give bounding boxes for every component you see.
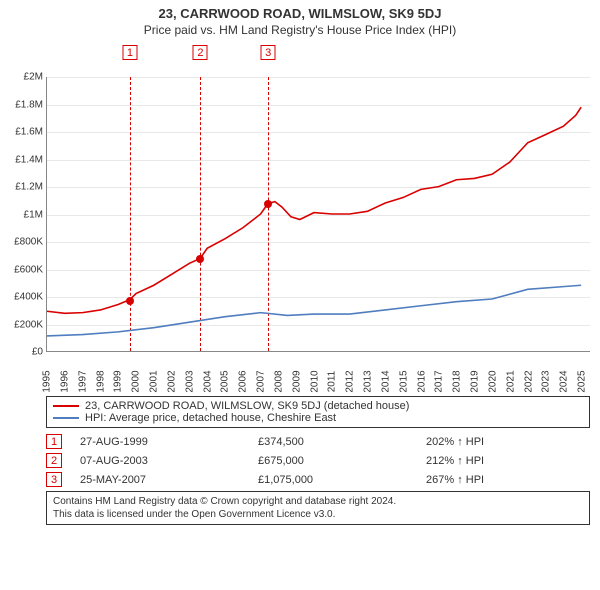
x-tick-label: 2012 bbox=[345, 370, 356, 392]
sales-row-date: 07-AUG-2003 bbox=[80, 455, 240, 467]
x-tick-label: 2013 bbox=[363, 370, 374, 392]
x-tick-label: 2022 bbox=[523, 370, 534, 392]
legend-label: HPI: Average price, detached house, Ches… bbox=[85, 412, 336, 424]
legend-label: 23, CARRWOOD ROAD, WILMSLOW, SK9 5DJ (de… bbox=[85, 400, 409, 412]
footer-line-1: Contains HM Land Registry data © Crown c… bbox=[53, 495, 583, 508]
sales-row-delta: 212% ↑ HPI bbox=[426, 455, 566, 467]
y-tick-label: £200K bbox=[14, 319, 47, 330]
sales-row-date: 27-AUG-1999 bbox=[80, 436, 240, 448]
x-tick-label: 2020 bbox=[487, 370, 498, 392]
chart-container: 23, CARRWOOD ROAD, WILMSLOW, SK9 5DJ Pri… bbox=[0, 0, 600, 590]
x-tick-label: 2010 bbox=[309, 370, 320, 392]
sales-row-marker: 3 bbox=[46, 472, 62, 487]
x-tick-label: 2000 bbox=[131, 370, 142, 392]
series-hpi bbox=[47, 285, 581, 336]
x-tick-label: 2001 bbox=[149, 370, 160, 392]
legend-swatch bbox=[53, 405, 79, 407]
x-tick-label: 1995 bbox=[42, 370, 53, 392]
x-tick-label: 2007 bbox=[256, 370, 267, 392]
attribution-footer: Contains HM Land Registry data © Crown c… bbox=[46, 491, 590, 525]
sales-row-delta: 267% ↑ HPI bbox=[426, 474, 566, 486]
legend-swatch bbox=[53, 417, 79, 419]
x-tick-label: 2016 bbox=[416, 370, 427, 392]
x-tick-label: 2025 bbox=[577, 370, 588, 392]
x-tick-label: 2021 bbox=[505, 370, 516, 392]
sales-row-date: 25-MAY-2007 bbox=[80, 474, 240, 486]
x-tick-label: 2003 bbox=[184, 370, 195, 392]
x-tick-label: 2011 bbox=[327, 371, 338, 393]
chart-subtitle: Price paid vs. HM Land Registry's House … bbox=[0, 21, 600, 77]
sales-row: 2 07-AUG-2003 £675,000 212% ↑ HPI bbox=[46, 453, 590, 468]
sales-row: 1 27-AUG-1999 £374,500 202% ↑ HPI bbox=[46, 434, 590, 449]
sale-event-marker-box: 2 bbox=[193, 45, 208, 60]
y-tick-label: £400K bbox=[14, 292, 47, 303]
chart-area: £0£200K£400K£600K£800K£1M£1.2M£1.4M£1.6M… bbox=[46, 77, 590, 392]
x-tick-label: 2024 bbox=[559, 370, 570, 392]
x-tick-label: 2015 bbox=[398, 370, 409, 392]
sale-event-marker-box: 3 bbox=[261, 45, 276, 60]
legend-item: 23, CARRWOOD ROAD, WILMSLOW, SK9 5DJ (de… bbox=[53, 400, 583, 412]
x-tick-label: 1999 bbox=[113, 370, 124, 392]
sales-table: 1 27-AUG-1999 £374,500 202% ↑ HPI 2 07-AUG-20… bbox=[46, 434, 590, 487]
sales-row-price: £675,000 bbox=[258, 455, 408, 467]
sales-row-price: £1,075,000 bbox=[258, 474, 408, 486]
sales-row-price: £374,500 bbox=[258, 436, 408, 448]
footer-line-2: This data is licensed under the Open Gov… bbox=[53, 508, 583, 521]
legend-item: HPI: Average price, detached house, Ches… bbox=[53, 412, 583, 424]
y-tick-label: £2M bbox=[24, 72, 47, 83]
x-tick-label: 2008 bbox=[273, 370, 284, 392]
plot-region: £0£200K£400K£600K£800K£1M£1.2M£1.4M£1.6M… bbox=[46, 77, 590, 352]
x-tick-label: 2006 bbox=[238, 370, 249, 392]
sales-row-marker: 2 bbox=[46, 453, 62, 468]
x-tick-label: 2018 bbox=[452, 370, 463, 392]
x-tick-label: 1997 bbox=[77, 370, 88, 392]
y-tick-label: £1M bbox=[24, 209, 47, 220]
series-price_paid bbox=[47, 107, 581, 313]
x-tick-label: 2014 bbox=[380, 370, 391, 392]
x-tick-label: 1996 bbox=[59, 370, 70, 392]
y-tick-label: £0 bbox=[32, 347, 47, 358]
series-lines bbox=[47, 77, 590, 351]
legend: 23, CARRWOOD ROAD, WILMSLOW, SK9 5DJ (de… bbox=[46, 396, 590, 428]
y-tick-label: £600K bbox=[14, 264, 47, 275]
x-tick-label: 1998 bbox=[95, 370, 106, 392]
x-tick-label: 2019 bbox=[470, 370, 481, 392]
sales-row-delta: 202% ↑ HPI bbox=[426, 436, 566, 448]
y-tick-label: £1.4M bbox=[15, 154, 47, 165]
chart-title: 23, CARRWOOD ROAD, WILMSLOW, SK9 5DJ bbox=[0, 0, 600, 21]
x-tick-label: 2017 bbox=[434, 370, 445, 392]
x-tick-label: 2004 bbox=[202, 370, 213, 392]
x-tick-label: 2009 bbox=[291, 370, 302, 392]
y-tick-label: £1.6M bbox=[15, 127, 47, 138]
sales-row: 3 25-MAY-2007 £1,075,000 267% ↑ HPI bbox=[46, 472, 590, 487]
y-tick-label: £800K bbox=[14, 237, 47, 248]
x-tick-label: 2002 bbox=[166, 370, 177, 392]
y-tick-label: £1.8M bbox=[15, 99, 47, 110]
x-tick-label: 2005 bbox=[220, 370, 231, 392]
y-tick-label: £1.2M bbox=[15, 182, 47, 193]
sale-event-marker-box: 1 bbox=[122, 45, 137, 60]
x-tick-label: 2023 bbox=[541, 370, 552, 392]
sales-row-marker: 1 bbox=[46, 434, 62, 449]
